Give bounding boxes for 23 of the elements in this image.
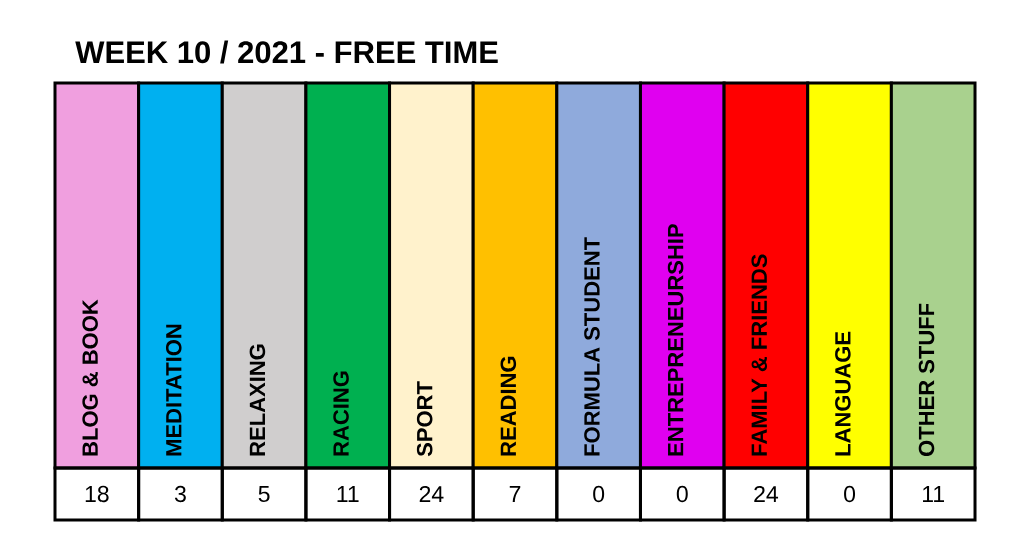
category-label: READING xyxy=(500,356,517,456)
category-label: OTHER STUFF xyxy=(918,303,935,456)
category-label: SPORT xyxy=(416,381,433,457)
category-label: BLOG & BOOK xyxy=(82,299,98,456)
text: WEEK 10 / 2021 - FREE TIME xyxy=(75,40,498,64)
category-label: ENTREPRENEURSHIP xyxy=(667,224,684,456)
data-label: 24 xyxy=(419,485,444,503)
data-label: 0 xyxy=(593,485,605,503)
category-label: LANGUAGE xyxy=(835,331,851,456)
data-label: 11 xyxy=(337,486,359,502)
category-label: RELAXING xyxy=(249,344,266,456)
category-label: RACING xyxy=(333,371,349,456)
data-label: 18 xyxy=(85,485,109,503)
data-label: 5 xyxy=(258,485,270,503)
category-label: MEDITATION xyxy=(165,324,182,456)
category-label: FAMILY & FRIENDS xyxy=(751,254,768,456)
data-label: 11 xyxy=(923,486,945,502)
data-label: 0 xyxy=(676,485,688,503)
category-label: FORMULA STUDENT xyxy=(584,237,600,456)
data-label: 7 xyxy=(509,486,521,502)
data-label: 3 xyxy=(174,485,186,503)
data-label: 24 xyxy=(754,485,779,503)
data-label: 0 xyxy=(844,485,856,503)
